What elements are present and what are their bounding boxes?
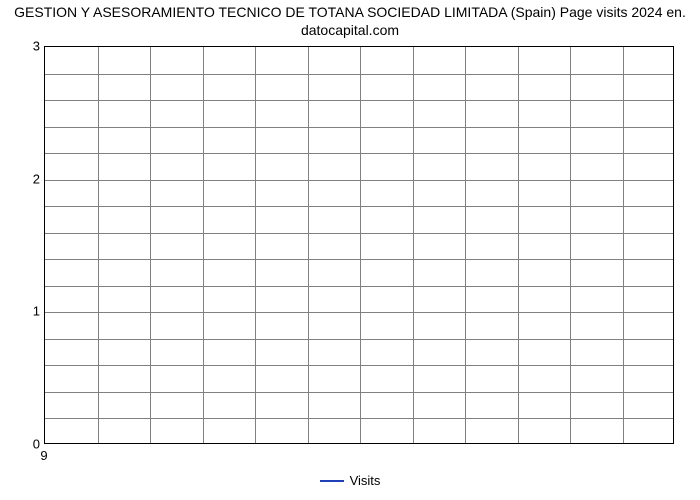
grid-h-minor xyxy=(45,339,673,340)
grid-h-major xyxy=(45,180,673,181)
grid-v xyxy=(150,47,151,443)
grid-v xyxy=(203,47,204,443)
grid-v xyxy=(98,47,99,443)
chart-container: GESTION Y ASESORAMIENTO TECNICO DE TOTAN… xyxy=(0,0,700,500)
grid-h-minor xyxy=(45,418,673,419)
grid-h-minor xyxy=(45,74,673,75)
grid-h-minor xyxy=(45,153,673,154)
grid-h-minor xyxy=(45,127,673,128)
grid-v xyxy=(255,47,256,443)
grid-h-minor xyxy=(45,392,673,393)
grid-v xyxy=(570,47,571,443)
title-line-2: datocapital.com xyxy=(301,22,399,38)
legend: Visits xyxy=(0,472,700,488)
x-tick-label: 9 xyxy=(40,448,47,463)
grid-h-minor xyxy=(45,206,673,207)
grid-v xyxy=(518,47,519,443)
grid-h-minor xyxy=(45,259,673,260)
grid-v xyxy=(360,47,361,443)
plot-area xyxy=(44,46,674,444)
legend-swatch xyxy=(320,480,344,482)
y-tick-label: 1 xyxy=(6,304,40,319)
y-tick-label: 0 xyxy=(6,437,40,452)
grid-h-minor xyxy=(45,365,673,366)
grid-v xyxy=(623,47,624,443)
grid-h-minor xyxy=(45,286,673,287)
title-line-1: GESTION Y ASESORAMIENTO TECNICO DE TOTAN… xyxy=(14,4,686,20)
legend-label: Visits xyxy=(350,473,381,488)
grid-h-minor xyxy=(45,100,673,101)
y-tick-label: 2 xyxy=(6,171,40,186)
grid-v xyxy=(413,47,414,443)
grid-v xyxy=(308,47,309,443)
y-tick-label: 3 xyxy=(6,39,40,54)
grid-h-minor xyxy=(45,233,673,234)
grid-h-major xyxy=(45,312,673,313)
chart-title: GESTION Y ASESORAMIENTO TECNICO DE TOTAN… xyxy=(0,4,700,39)
grid-v xyxy=(465,47,466,443)
